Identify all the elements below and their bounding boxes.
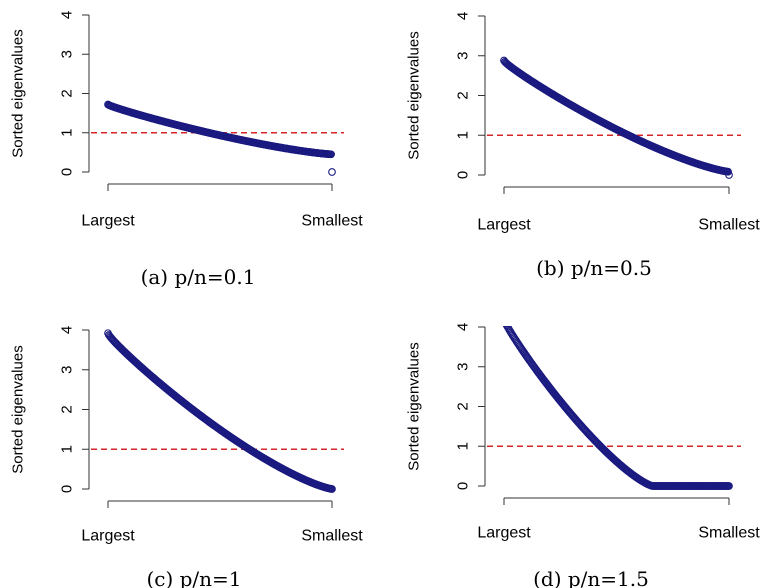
y-tick-label: 2 <box>455 91 472 99</box>
x-tick-label-largest: Largest <box>477 217 531 234</box>
chart-panel-4: 0 1 2 3 4 Sorted eigenvalues Largest Smallest (d… <box>406 316 761 588</box>
y-tick-label: 3 <box>59 50 76 58</box>
x-tick-label-smallest: Smallest <box>301 528 363 545</box>
y-tick-label: 4 <box>455 323 472 331</box>
y-tick-label: 4 <box>59 326 76 334</box>
eigenvalue-points <box>104 100 336 176</box>
y-tick-label: 4 <box>455 12 472 20</box>
panel-caption: (a) p/n=0.1 <box>141 265 256 289</box>
eigenvalue-point <box>725 482 733 490</box>
eigenvalue-point <box>501 316 508 323</box>
y-tick-label: 3 <box>455 363 472 371</box>
y-tick-label: 0 <box>59 485 76 493</box>
y-tick-label: 2 <box>59 89 76 97</box>
chart-panel-1: 0 1 2 3 4 Sorted eigenvalues Largest Smallest (a… <box>10 11 364 289</box>
x-tick-label-smallest: Smallest <box>698 525 760 542</box>
eigenvalue-points <box>500 56 733 179</box>
panel-caption: (c) p/n=1 <box>146 567 241 588</box>
panel-caption: (b) p/n=0.5 <box>536 256 652 280</box>
y-tick-label: 1 <box>455 131 472 139</box>
chart-panel-3: 0 1 2 3 4 Sorted eigenvalues Largest Smallest (c… <box>10 326 364 588</box>
eigenvalue-point <box>328 168 336 176</box>
y-tick-label: 3 <box>455 52 472 60</box>
y-tick-label: 4 <box>59 11 76 19</box>
y-axis-label: Sorted eigenvalues <box>10 345 27 473</box>
y-tick-label: 0 <box>59 168 76 176</box>
panel-caption: (d) p/n=1.5 <box>533 567 649 588</box>
y-tick-label: 2 <box>59 405 76 413</box>
x-tick-label-largest: Largest <box>477 525 531 542</box>
y-axis-label: Sorted eigenvalues <box>10 29 27 157</box>
y-tick-label: 2 <box>455 402 472 410</box>
x-tick-label-smallest: Smallest <box>301 213 363 230</box>
y-axis-label: Sorted eigenvalues <box>406 342 423 470</box>
y-axis-label: Sorted eigenvalues <box>406 31 423 159</box>
x-tick-label-largest: Largest <box>81 528 135 545</box>
eigenvalue-point <box>328 485 336 493</box>
chart-panel-2: 0 1 2 3 4 Sorted eigenvalues Largest Smallest (b… <box>406 12 761 280</box>
eigenvalue-point <box>502 326 509 328</box>
y-tick-label: 3 <box>59 366 76 374</box>
y-tick-label: 1 <box>59 129 76 137</box>
y-tick-label: 1 <box>455 442 472 450</box>
eigenvalue-point <box>327 150 335 159</box>
x-tick-label-smallest: Smallest <box>698 217 760 234</box>
eigenvalue-point <box>502 318 509 325</box>
eigenvalue-point <box>724 167 732 176</box>
x-tick-label-largest: Largest <box>81 213 135 230</box>
y-tick-label: 1 <box>59 445 76 453</box>
y-tick-label: 0 <box>455 171 472 179</box>
eigenvalue-point <box>725 171 733 179</box>
eigenvalue-points <box>501 316 733 490</box>
eigenvalue-points <box>104 329 336 493</box>
y-tick-label: 0 <box>455 482 472 490</box>
